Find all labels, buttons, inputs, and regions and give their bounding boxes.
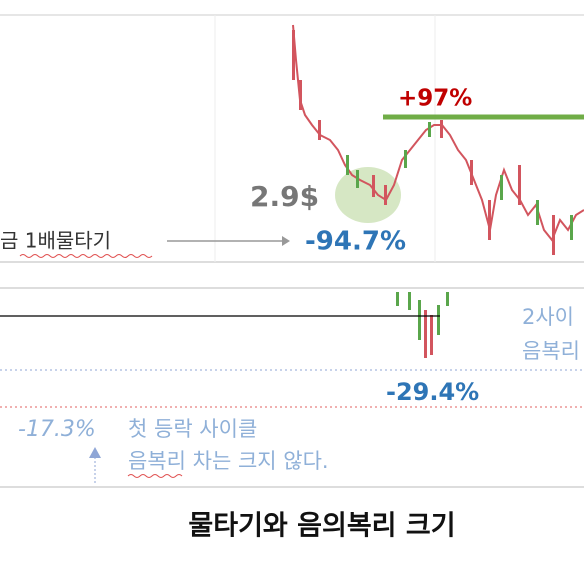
candle	[488, 200, 491, 240]
candle	[430, 315, 433, 355]
candle	[396, 292, 399, 306]
candle	[518, 165, 521, 205]
candle	[318, 120, 321, 140]
candle	[418, 300, 421, 340]
spell-underline	[19, 254, 153, 258]
candle	[470, 160, 473, 185]
candle	[404, 150, 407, 168]
candle	[446, 292, 449, 306]
indicator-candles	[396, 292, 449, 358]
spell-underline	[127, 474, 183, 478]
candle	[440, 120, 443, 138]
candle	[424, 310, 427, 358]
drawdown: -94.7%	[305, 227, 406, 257]
candle	[372, 175, 375, 197]
candle	[570, 215, 573, 240]
candle	[356, 170, 359, 188]
low-price: 2.9$	[250, 180, 319, 213]
caption: 물타기와 음의복리 크기	[188, 511, 455, 542]
candle	[346, 155, 349, 175]
arrow-head	[282, 236, 290, 246]
candle	[536, 200, 539, 225]
right-note: 2사이	[522, 305, 574, 329]
left-note: 금 1배물타기	[0, 229, 111, 253]
candle	[500, 175, 503, 200]
candles	[292, 24, 584, 255]
candle	[408, 292, 411, 310]
drawdown: -29.4%	[386, 378, 479, 406]
price-line	[292, 24, 584, 242]
candle	[384, 185, 387, 205]
arrow-head	[89, 447, 101, 458]
candle	[437, 305, 440, 335]
note: 첫 등락 사이클	[128, 417, 257, 441]
candle	[292, 30, 295, 80]
peak-gain: +97%	[398, 86, 472, 112]
highlight-circle	[335, 167, 401, 223]
right-note: 음복리	[522, 339, 580, 363]
left-drawdown: -17.3%	[18, 417, 96, 442]
candle	[552, 215, 555, 255]
note: 음복리 차는 크지 않다.	[128, 449, 329, 473]
candle	[428, 122, 431, 137]
candle	[299, 80, 302, 110]
